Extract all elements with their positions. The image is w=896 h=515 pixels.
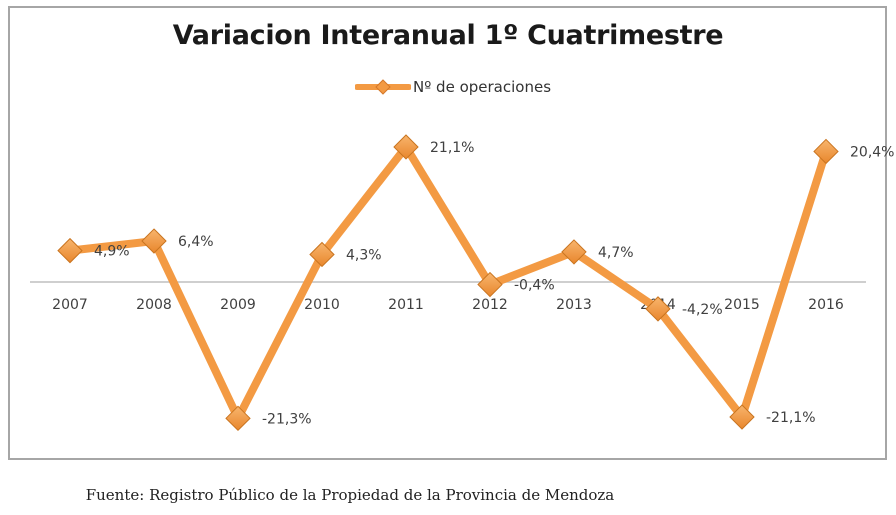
data-label: 6,4% [178,234,214,250]
legend-label: Nº de operaciones [413,78,552,96]
data-point-marker [813,138,839,165]
data-point-marker [477,271,503,298]
legend-marker-icon [355,79,411,95]
source-footnote: Fuente: Registro Público de la Propiedad… [85,486,615,504]
x-tick-label: 2008 [136,297,172,313]
x-tick-label: 2012 [472,297,508,313]
legend: Nº de operaciones [355,76,551,98]
data-label: 21,1% [430,140,474,156]
data-point-marker [225,405,251,432]
data-label: -21,3% [262,411,312,427]
data-point-marker [393,134,419,160]
data-point-marker [729,404,755,430]
x-tick-label: 2010 [304,297,340,313]
series-line [69,139,830,428]
x-tick-label: 2011 [388,297,424,313]
data-label: 20,4% [850,144,894,160]
data-point-marker [645,296,671,322]
data-label: 4,3% [346,247,382,263]
x-tick-label: 2016 [808,297,844,313]
data-point-marker [309,241,335,268]
data-label: -4,2% [682,302,723,318]
data-point-marker [57,237,83,264]
x-tick-label: 2007 [52,297,88,313]
x-tick-label: 2015 [724,297,760,313]
data-point-marker [141,228,167,254]
chart-title: Variacion Interanual 1º Cuatrimestre [172,20,724,51]
data-label: 4,7% [598,245,634,261]
data-point-marker [561,239,587,265]
data-label: -21,1% [766,410,816,426]
data-label: 4,9% [94,244,130,260]
x-tick-label: 2013 [556,297,592,313]
x-tick-label: 2009 [220,297,256,313]
data-label: -0,4% [514,278,555,294]
